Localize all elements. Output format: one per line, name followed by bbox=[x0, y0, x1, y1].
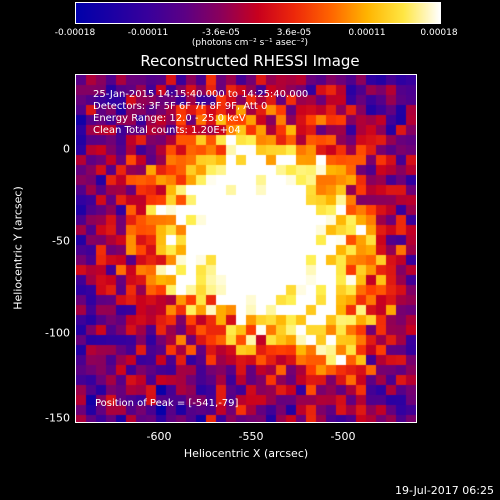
colorbar-tick: 0.00011 bbox=[348, 28, 386, 38]
annotation-energy-range: Energy Range: 12.0 - 25.0 keV bbox=[93, 113, 246, 124]
colorbar-tick: 0.00018 bbox=[420, 28, 458, 38]
annotation-clean-counts: Clean Total counts: 1.20E+04 bbox=[93, 125, 241, 136]
annotation-detectors: Detectors: 3F 5F 6F 7F 8F 9F, Att 0 bbox=[93, 101, 268, 112]
y-tick-label: 0 bbox=[63, 142, 70, 156]
heatmap-image bbox=[76, 75, 416, 422]
y-axis-label: Heliocentric Y (arcsec) bbox=[11, 186, 25, 310]
colorbar-tick: -0.00018 bbox=[54, 28, 96, 38]
x-tick-label: -550 bbox=[238, 430, 264, 443]
annotation-peak-position: Position of Peak = [-541,-79] bbox=[95, 398, 239, 409]
chart-title: Reconstructed RHESSI Image bbox=[140, 52, 360, 70]
annotation-time-range: 25-Jan-2015 14:15:40.000 to 14:25:40.000 bbox=[93, 89, 309, 100]
colorbar bbox=[75, 2, 441, 24]
y-tick-label: -50 bbox=[52, 234, 70, 248]
colorbar-tick: -0.00011 bbox=[127, 28, 169, 38]
x-axis-label: Heliocentric X (arcsec) bbox=[183, 447, 309, 460]
y-tick-label: -100 bbox=[45, 326, 70, 340]
x-tick-label: -500 bbox=[330, 430, 356, 443]
colorbar-tick: 3.6e-05 bbox=[276, 28, 312, 38]
y-tick-label: -150 bbox=[45, 411, 70, 425]
x-tick-label: -600 bbox=[146, 430, 172, 443]
colorbar-units: (photons cm⁻² s⁻¹ asec⁻²) bbox=[191, 38, 309, 48]
colorbar-tick: -3.6e-05 bbox=[202, 28, 240, 38]
plot-frame bbox=[75, 74, 417, 423]
timestamp: 19-Jul-2017 06:25 bbox=[394, 484, 494, 497]
